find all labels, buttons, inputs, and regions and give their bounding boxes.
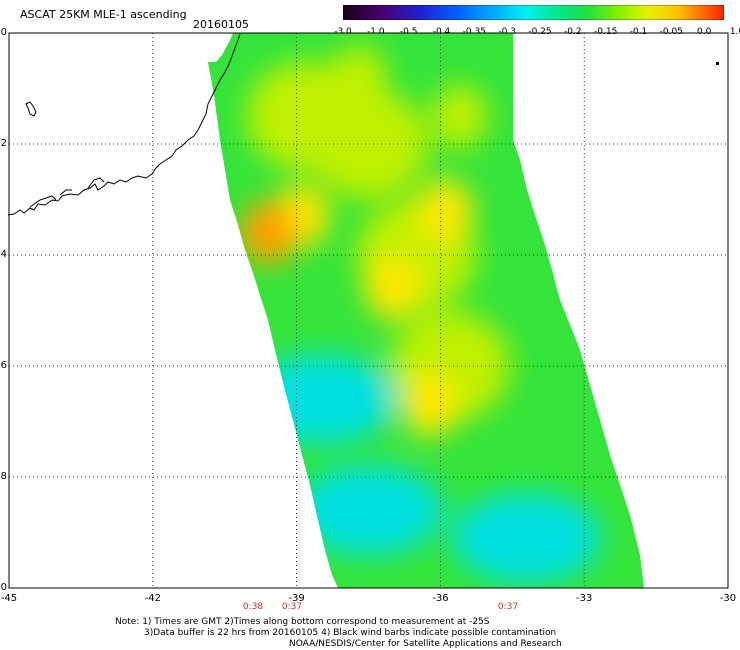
colorbar-tick-label: 1.0 — [729, 27, 740, 37]
latitude-label: -24 — [0, 249, 7, 260]
colorbar-tick-label: -0.2 — [564, 27, 582, 37]
colorbar-tick-label: -0.1 — [629, 27, 648, 37]
value-patch — [402, 372, 459, 437]
value-patch — [245, 354, 396, 445]
latitude-label: -28 — [0, 471, 7, 482]
colorbar-tick-label: -0.15 — [594, 27, 618, 37]
longitude-label: -36 — [432, 593, 449, 604]
longitude-label: -42 — [144, 593, 161, 604]
notes: Note: 1) Times are GMT 2)Times along bot… — [115, 617, 562, 650]
value-patch — [330, 45, 387, 110]
colorbar-tick-label: 0.0 — [696, 27, 712, 37]
map-title: ASCAT 25KM MLE-1 ascending — [20, 8, 187, 21]
colorbar-tick-label: -3.0 — [334, 27, 352, 37]
colorbar-labels: -3.0 -1.0 -0.5 -0.4 -0.35 -0.3 -0.25 -0.2 -0.15 -… — [330, 27, 740, 39]
longitude-label: -45 — [0, 593, 18, 604]
longitude-label: -33 — [576, 593, 593, 604]
colorbar-tick-label: -0.5 — [399, 27, 418, 37]
value-patch — [239, 200, 296, 265]
map-border — [8, 32, 729, 589]
coastline — [7, 33, 241, 216]
longitude-label: -39 — [288, 593, 305, 604]
note-line-2: 3)Data buffer is 22 hrs from 20160105 4)… — [144, 628, 557, 638]
map-date: 20160105 — [193, 18, 249, 31]
colorbar-tick-label: -0.4 — [432, 27, 451, 37]
island — [25, 101, 37, 117]
colorbar-tick-label: -0.3 — [498, 27, 516, 37]
value-patch — [417, 178, 474, 243]
latitude-label: -22 — [0, 138, 7, 149]
coastline-bay — [29, 177, 105, 208]
time-label: 0:37 — [281, 602, 303, 612]
longitude-label: -30 — [719, 593, 737, 604]
value-patch — [431, 84, 488, 149]
value-patch — [293, 465, 444, 556]
colorbar — [343, 5, 724, 20]
island-dot — [716, 62, 719, 65]
note-line-3: NOAA/NESDIS/Center for Satellite Applica… — [289, 639, 562, 649]
value-patch — [451, 493, 602, 584]
time-label: 0:37 — [497, 602, 519, 612]
colorbar-tick-label: -0.05 — [659, 27, 683, 37]
latitude-label: -20 — [0, 27, 7, 38]
time-label: 0:38 — [242, 602, 264, 612]
swath — [208, 33, 644, 588]
value-patch — [364, 256, 421, 321]
latitude-label: -30 — [0, 582, 7, 593]
latitude-label: -26 — [0, 360, 7, 371]
colorbar-tick-label: -1.0 — [367, 27, 385, 37]
colorbar-tick-label: -0.25 — [528, 27, 552, 37]
note-line-1: Note: 1) Times are GMT 2)Times along bot… — [115, 617, 490, 627]
colorbar-tick-label: -0.35 — [462, 27, 486, 37]
